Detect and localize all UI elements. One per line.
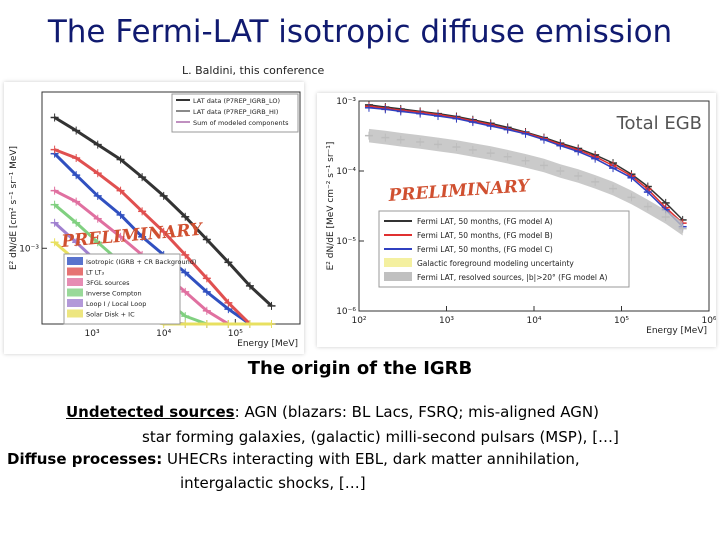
x-tick-label: 10⁵ [614,316,629,326]
x-axis-label: Energy [MeV] [646,326,707,336]
y-tick-label: 10⁻⁵ [336,237,356,247]
diffuse-processes-text: UHECRs interacting with EBL, dark matter… [162,450,580,468]
diffuse-processes-line-2: intergalactic shocks, […] [180,474,366,492]
legend-bottom-swatch [67,288,83,297]
diffuse-processes-line: Diffuse processes: UHECRs interacting wi… [7,450,580,468]
legend-swatch [384,258,412,267]
undetected-sources-line-2: star forming galaxies, (galactic) milli-… [142,428,619,446]
x-tick-label: 10² [351,316,366,326]
legend-top-entry: LAT data (P7REP_IGRB_LO) [193,97,280,105]
legend-bottom-swatch [67,257,83,265]
legend-bottom-entry: 3FGL sources [86,279,130,287]
legend-bottom-swatch [67,278,83,286]
legend-top-entry: LAT data (P7REP_IGRB_HI) [193,108,278,116]
total-egb-chart: 10² 10³ 10⁴ 10⁵ 10⁶ 10⁻³ 10⁻⁴ 10⁻⁵ 10⁻⁶ Energy [M… [317,93,716,347]
total-egb-svg: 10² 10³ 10⁴ 10⁵ 10⁶ 10⁻³ 10⁻⁴ 10⁻⁵ 10⁻⁶ Energy [M… [326,97,716,336]
legend-bottom-swatch [67,299,83,307]
chart-title: Total EGB [616,113,702,134]
igrb-components-svg: 10³ 10⁴ 10⁵ 10⁻³ Energy [MeV] E² dN/dE [cm² s… [9,91,301,349]
legend-entry: Galactic foreground modeling uncertainty [417,259,574,268]
diffuse-processes-label: Diffuse processes: [7,450,163,468]
x-tick-label: 10⁴ [156,329,171,339]
y-tick-label: 10⁻³ [336,97,356,107]
legend-top-box [171,93,299,133]
legend-swatch [384,272,412,281]
legend-entry: Fermi LAT, 50 months, (FG model B) [417,231,553,240]
legend-bottom-swatch [67,309,83,318]
legend-box [378,210,630,288]
y-axis-label: E² dN/dE [MeV cm⁻² s⁻¹ sr⁻¹] [326,142,336,271]
legend-entry: Fermi LAT, 50 months, (FG model C) [417,245,553,254]
legend-bottom-entry: LT LT₃ [86,269,104,277]
legend-entry: Fermi LAT, resolved sources, |b|>20° (FG… [417,273,607,282]
igrb-components-chart: 10³ 10⁴ 10⁵ 10⁻³ Energy [MeV] E² dN/dE [cm² s… [4,82,304,354]
y-axis-label: E² dN/dE [cm² s⁻¹ sr⁻¹ MeV] [9,146,19,270]
x-axis-label: Energy [MeV] [237,339,298,349]
x-tick-label: 10³ [85,329,100,339]
legend-bottom-entry: Loop I / Local Loop [86,300,146,308]
legend-bottom-entry: Isotropic (IGRB + CR Background) [86,258,196,266]
y-tick-label: 10⁻⁴ [336,167,356,177]
x-tick-label: 10³ [439,316,454,326]
legend-entry: Fermi LAT, 50 months, (FG model A) [417,217,553,226]
x-tick-label: 10⁶ [701,316,716,326]
slide-title: The Fermi-LAT isotropic diffuse emission [47,14,673,50]
x-tick-label: 10⁵ [228,329,243,339]
legend-bottom-box [63,253,181,325]
y-tick-label: 10⁻³ [19,244,39,254]
undetected-sources-text: : AGN (blazars: BL Lacs, FSRQ; mis-align… [234,403,599,421]
legend-bottom-swatch [67,267,83,276]
section-heading: The origin of the IGRB [247,358,473,379]
legend-bottom-entry: Inverse Compton [86,290,142,298]
credit-line: L. Baldini, this conference [182,64,325,77]
legend-top-entry: Sum of modeled components [193,119,289,127]
undetected-sources-line: Undetected sources: AGN (blazars: BL Lac… [66,403,599,421]
x-tick-label: 10⁴ [526,316,541,326]
y-tick-label: 10⁻⁶ [336,307,356,317]
legend-bottom-entry: Solar Disk + IC [86,311,135,319]
undetected-sources-label: Undetected sources [66,403,235,421]
